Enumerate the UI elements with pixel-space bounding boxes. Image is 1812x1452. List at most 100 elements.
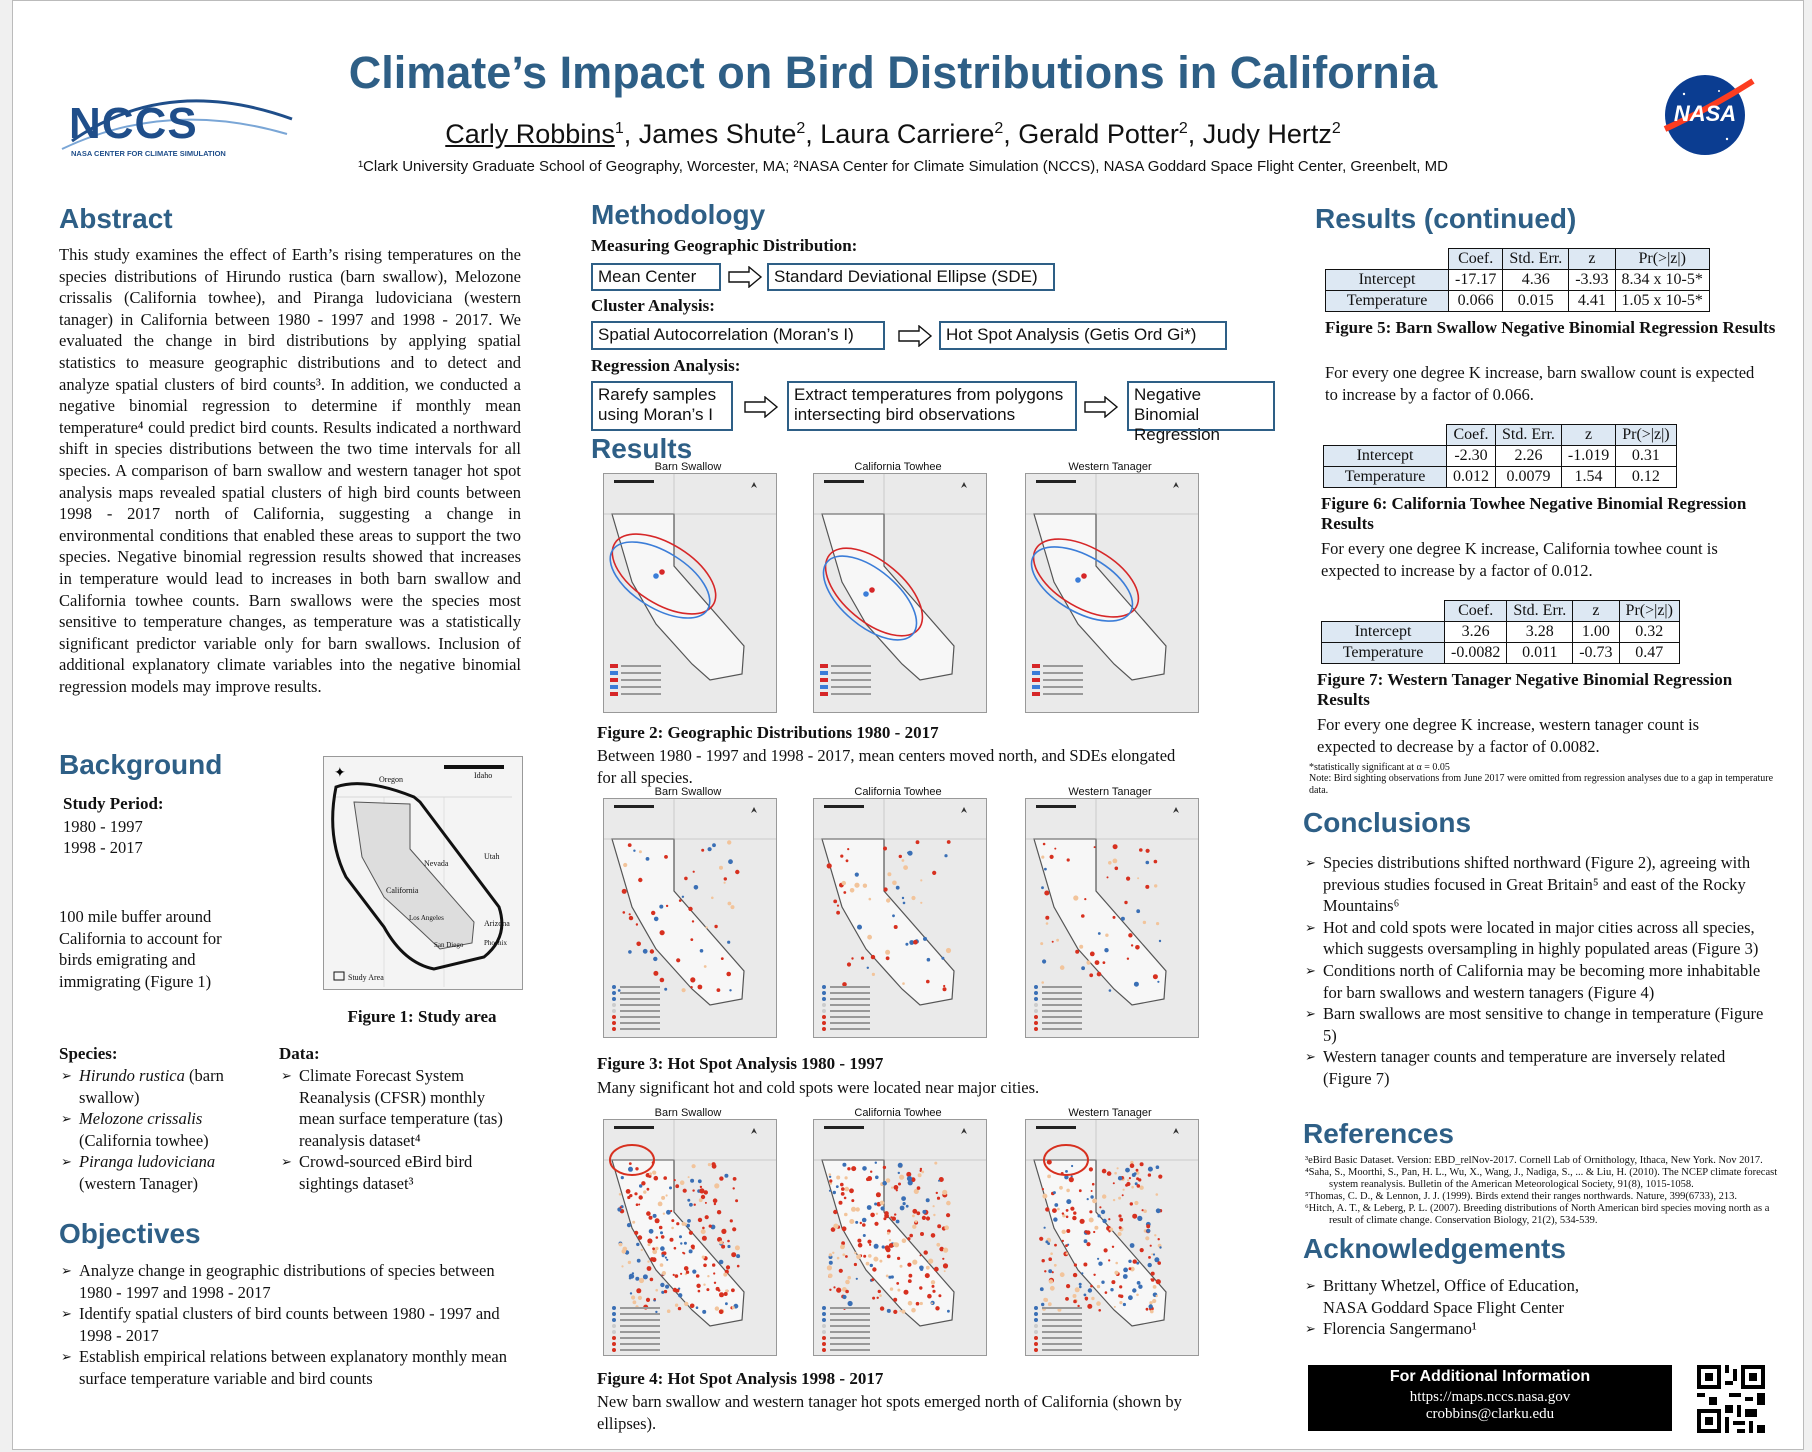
figure-2-text: Between 1980 - 1997 and 1998 - 2017, mea… (597, 746, 1176, 787)
figure-3-map-3 (1025, 798, 1199, 1038)
figure-4-map-2 (813, 1119, 987, 1356)
table-cell: 3.26 (1443, 621, 1508, 643)
info-box: For Additional Information https://maps.… (1308, 1365, 1672, 1431)
figure-3-caption: Figure 3: Hot Spot Analysis 1980 - 1997 (597, 1054, 884, 1073)
objective-item: Establish empirical relations between ex… (61, 1346, 521, 1389)
figure-7-text: For every one degree K increase, western… (1317, 715, 1700, 756)
nasa-logo-text: NASA (1673, 101, 1737, 126)
conclusions-heading: Conclusions (1303, 807, 1472, 838)
table-header-cell: Coef. (1443, 600, 1508, 622)
data-label: Data: (279, 1044, 320, 1063)
figure-2-map-1 (603, 473, 777, 713)
table-cell: 0.47 (1618, 642, 1680, 664)
table-cell: 0.066 (1447, 290, 1504, 312)
row-label: Temperature (1325, 290, 1449, 312)
table-cell: 0.015 (1502, 290, 1570, 312)
table-row: Temperature 0.012 0.0079 1.54 0.12 (1323, 466, 1677, 488)
table-cell: 4.36 (1502, 269, 1570, 291)
references-list: ³eBird Basic Dataset. Version: EBD_relNo… (1305, 1155, 1787, 1227)
map-title: Barn Swallow (654, 1107, 722, 1119)
table-header-cell: Pr(>|z|) (1615, 424, 1677, 446)
row-label: Temperature (1323, 466, 1447, 488)
sde-box: Standard Deviational Ellipse (SDE) (767, 263, 1055, 291)
acknowledgements-list: Brittany Whetzel, Office of Education, N… (1305, 1275, 1605, 1340)
table-header-cell: Coef. (1446, 424, 1496, 446)
figure-1-caption: Figure 1: Study area (347, 1007, 497, 1026)
table-header-cell: Std. Err. (1495, 424, 1562, 446)
author-name: James Shute (638, 119, 797, 149)
conclusions-list: Species distributions shifted northward … (1305, 852, 1775, 1090)
hotspot-box: Hot Spot Analysis (Getis Ord Gi*) (939, 321, 1227, 350)
figure-3-map-2 (813, 798, 987, 1038)
regression-table: Coef. Std. Err. z Pr(>|z|) Intercept -17.17 4.… (1325, 248, 1710, 312)
study-area-map: ✦ Oregon Idaho Nevada Utah California Lo… (323, 756, 523, 990)
map-label-california: California (386, 886, 419, 895)
author-affiliation-mark: 2 (1331, 120, 1341, 137)
table-cell: -1.019 (1560, 445, 1617, 467)
table-header-cell: z (1572, 600, 1620, 622)
geo-label: Measuring Geographic Distribution: (591, 236, 858, 255)
arrow-icon (728, 266, 763, 288)
figure-5-caption: Figure 5: Barn Swallow Negative Binomial… (1325, 318, 1776, 337)
table-cell: 1.05 x 10-5* (1614, 290, 1710, 312)
abstract-heading: Abstract (59, 203, 173, 234)
table-cell: 1.54 (1560, 466, 1617, 488)
acknowledgement-item: Florencia Sangermano¹ (1305, 1318, 1605, 1340)
figure-2-map-3 (1025, 473, 1199, 713)
period-2: 1998 - 2017 (63, 838, 143, 857)
table-cell: 0.012 (1446, 466, 1496, 488)
map-label-idaho: Idaho (474, 771, 493, 780)
table-cell: 2.26 (1495, 445, 1562, 467)
map-label-oregon: Oregon (379, 775, 403, 784)
table-row: Temperature -0.0082 0.011 -0.73 0.47 (1321, 642, 1680, 664)
conclusion-item: Western tanager counts and temperature a… (1305, 1046, 1775, 1089)
buffer-text: 100 mile buffer around California to acc… (59, 907, 222, 991)
figure-3-map-1 (603, 798, 777, 1038)
map-title: Western Tanager (1068, 461, 1152, 473)
species-label: Species: (59, 1044, 118, 1063)
table-header-cell: Pr(>|z|) (1614, 248, 1710, 270)
arrow-icon (744, 396, 779, 418)
info-url[interactable]: https://maps.nccs.nasa.gov (1409, 1389, 1571, 1405)
table-row: Intercept -17.17 4.36 -3.93 8.34 x 10-5* (1325, 269, 1710, 291)
mean-center-box: Mean Center (591, 263, 721, 291)
data-list: Climate Forecast System Reanalysis (CFSR… (281, 1065, 521, 1195)
row-label: Intercept (1325, 269, 1449, 291)
map-legend-label: Study Area (348, 973, 384, 982)
author-affiliation-mark: 2 (1178, 120, 1188, 137)
significance-note: *statistically significant at α = 0.05 (1309, 762, 1450, 773)
table-row: Intercept 3.26 3.28 1.00 0.32 (1321, 621, 1680, 643)
figure-4-map-3 (1025, 1119, 1199, 1356)
negbinom-box: Negative Binomial Regression (1127, 381, 1275, 444)
conclusion-item: Barn swallows are most sensitive to chan… (1305, 1003, 1775, 1046)
reference-item: ³eBird Basic Dataset. Version: EBD_relNo… (1305, 1155, 1763, 1166)
study-period-label: Study Period: (63, 794, 164, 813)
table-cell: -17.17 (1447, 269, 1504, 291)
regression-table: Coef. Std. Err. z Pr(>|z|) Intercept -2.30 2.2… (1323, 424, 1677, 488)
author-name: Carly Robbins (445, 119, 615, 149)
table-cell: -0.0082 (1443, 642, 1508, 664)
conclusion-item: Species distributions shifted northward … (1305, 852, 1775, 917)
table-cell: 0.0079 (1495, 466, 1562, 488)
table-cell: 1.00 (1572, 621, 1620, 643)
author-list: Carly Robbins1, James Shute2, Laura Carr… (445, 119, 1341, 149)
poster: NCCS NASA CENTER FOR CLIMATE SIMULATION … (12, 0, 1804, 1450)
table-cell: 0.32 (1618, 621, 1680, 643)
info-email[interactable]: crobbins@clarku.edu (1425, 1406, 1555, 1422)
table-cell: -0.73 (1572, 642, 1620, 664)
figure-4-map-1 (603, 1119, 777, 1356)
table-cell: 0.31 (1615, 445, 1677, 467)
objective-item: Identify spatial clusters of bird counts… (61, 1303, 521, 1346)
extract-box: Extract temperatures from polygons inter… (787, 381, 1077, 431)
conclusion-item: Hot and cold spots were located in major… (1305, 917, 1775, 960)
map-title: California Towhee (854, 786, 942, 798)
objectives-list: Analyze change in geographic distributio… (61, 1260, 521, 1390)
june-note: Note: Bird sighting observations from Ju… (1309, 773, 1774, 796)
table-cell: 0.011 (1506, 642, 1574, 664)
figure-6-caption: Figure 6: California Towhee Negative Bin… (1321, 494, 1747, 533)
author-affiliation-mark: 2 (994, 120, 1004, 137)
info-title: For Additional Information (1389, 1368, 1591, 1385)
map-label-nevada: Nevada (424, 859, 449, 868)
table-header-cell: z (1560, 424, 1617, 446)
qr-code-icon[interactable] (1697, 1365, 1765, 1433)
